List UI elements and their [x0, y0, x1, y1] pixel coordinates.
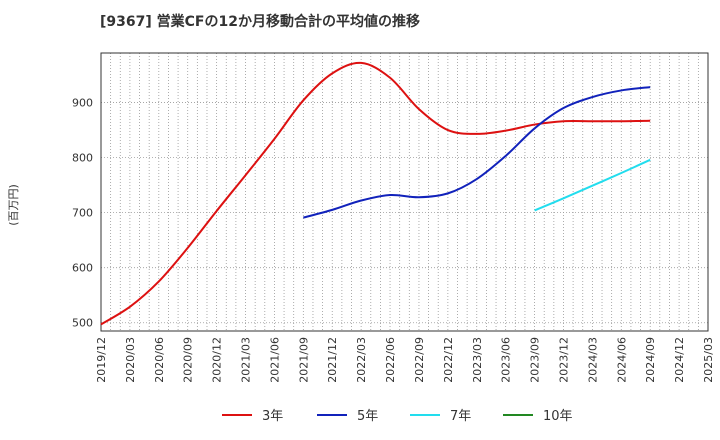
x-tick-label: 2021/03	[240, 337, 253, 383]
legend-label: 3年	[262, 409, 283, 424]
x-tick-label: 2024/03	[586, 337, 599, 383]
legend: 3年 5年 7年 10年	[222, 409, 573, 424]
x-tick-label: 2021/12	[326, 337, 339, 383]
legend-label: 10年	[543, 409, 573, 424]
x-tick-label: 2022/06	[384, 337, 397, 383]
x-tick-label: 2023/09	[529, 337, 542, 383]
series-line-2	[303, 86, 651, 219]
x-tick-label: 2020/09	[182, 337, 195, 383]
x-tick-label: 2024/09	[644, 337, 657, 383]
x-tick-label: 2022/09	[413, 337, 426, 383]
x-tick-label: 2021/09	[297, 337, 310, 383]
x-tick-label: 2022/12	[442, 337, 455, 383]
x-tick-label: 2022/03	[355, 337, 368, 383]
x-tick-label: 2024/12	[673, 337, 686, 383]
grid	[101, 53, 708, 331]
x-tick-label: 2020/12	[211, 337, 224, 383]
x-tick-labels: 2019/12 2020/03 2020/06 2020/09 2020/12 2021/…	[95, 337, 715, 383]
y-tick-labels: 500 600 700 800 900	[72, 97, 93, 330]
x-tick-label: 2023/12	[557, 337, 570, 383]
x-tick-label: 2021/06	[268, 337, 281, 383]
x-tick-label: 2023/06	[500, 337, 513, 383]
legend-label: 7年	[450, 409, 471, 424]
legend-label: 5年	[357, 409, 378, 424]
series-line-3	[534, 158, 651, 212]
y-tick-label: 500	[72, 317, 93, 330]
y-axis-label: (百万円)	[7, 184, 20, 226]
x-tick-label: 2020/06	[153, 337, 166, 383]
y-tick-label: 600	[72, 262, 93, 275]
x-tick-label: 2023/03	[471, 337, 484, 383]
x-tick-label: 2019/12	[95, 337, 108, 383]
chart-title: [9367] 営業CFの12か月移動合計の平均値の推移	[100, 13, 420, 30]
y-tick-label: 800	[72, 152, 93, 165]
x-tick-label: 2020/03	[124, 337, 137, 383]
y-tick-label: 900	[72, 97, 93, 110]
series-line-1	[100, 61, 651, 326]
x-tick-label: 2025/03	[702, 337, 715, 383]
series-lines	[100, 61, 651, 326]
x-tick-label: 2024/06	[615, 337, 628, 383]
y-tick-label: 700	[72, 207, 93, 220]
plot-frame	[100, 52, 709, 332]
